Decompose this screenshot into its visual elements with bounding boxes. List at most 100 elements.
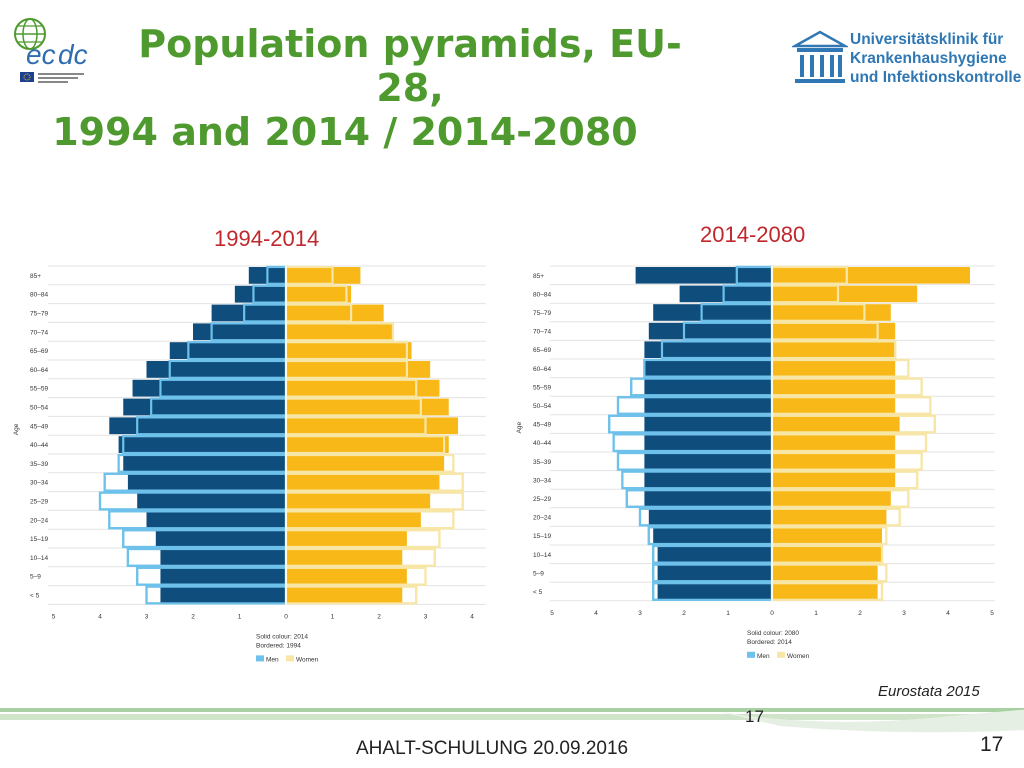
bar-women-solid bbox=[772, 285, 918, 303]
age-tick-label: 75–79 bbox=[30, 311, 48, 318]
legend-label-women: Women bbox=[296, 656, 319, 663]
bar-men-solid bbox=[146, 511, 286, 529]
bar-men-solid bbox=[644, 397, 772, 414]
age-tick-label: 25–29 bbox=[533, 496, 551, 503]
age-tick-label: 45–49 bbox=[533, 422, 551, 429]
bar-men-solid bbox=[211, 304, 286, 322]
bar-women-solid bbox=[286, 417, 459, 435]
bar-men-solid bbox=[657, 583, 772, 600]
bar-men-solid bbox=[123, 398, 286, 416]
bar-women-solid bbox=[772, 397, 896, 414]
age-tick-label: 60–64 bbox=[533, 366, 551, 373]
age-tick-label: 45–49 bbox=[30, 423, 48, 430]
footer-band bbox=[0, 708, 1024, 733]
legend-note: Bordered: 2014 bbox=[747, 639, 792, 646]
x-tick-label: 5 bbox=[990, 610, 994, 617]
bar-men-solid bbox=[146, 361, 286, 378]
bar-men-solid bbox=[657, 546, 772, 563]
legend-label-men: Men bbox=[757, 653, 770, 660]
age-tick-label: 50–54 bbox=[533, 403, 551, 410]
bar-women-solid bbox=[772, 415, 900, 433]
legend-note: Solid colour: 2080 bbox=[747, 630, 799, 637]
legend-label-men: Men bbox=[266, 656, 279, 663]
bar-women-solid bbox=[772, 322, 896, 340]
legend-swatch-men bbox=[256, 655, 264, 662]
bar-men-solid bbox=[657, 564, 772, 582]
age-tick-label: 55–59 bbox=[30, 386, 48, 393]
y-axis-label: Age bbox=[13, 423, 20, 435]
bar-men-solid bbox=[109, 417, 286, 435]
age-tick-label: 25–29 bbox=[30, 499, 48, 506]
x-tick-label: 3 bbox=[902, 610, 906, 617]
chart-subtitle-right: 2014-2080 bbox=[700, 222, 806, 247]
x-tick-label: 3 bbox=[145, 613, 149, 620]
age-tick-label: 10–14 bbox=[533, 552, 551, 559]
age-tick-label: 85+ bbox=[533, 273, 544, 280]
age-tick-label: 70–74 bbox=[30, 329, 48, 336]
bar-men-solid bbox=[160, 567, 286, 585]
age-tick-label: 50–54 bbox=[30, 405, 48, 412]
bar-men-solid bbox=[653, 527, 772, 544]
bar-women-solid bbox=[286, 398, 449, 416]
source-note: Eurostata 2015 bbox=[878, 683, 980, 700]
bar-men-solid bbox=[648, 322, 772, 340]
bar-women-solid bbox=[286, 342, 412, 359]
age-tick-label: 65–69 bbox=[533, 347, 551, 354]
x-tick-label: 2 bbox=[858, 610, 862, 617]
x-tick-label: 4 bbox=[946, 610, 950, 617]
age-tick-label: 40–44 bbox=[30, 442, 48, 449]
bar-women-solid bbox=[286, 586, 403, 604]
bar-women-solid bbox=[772, 453, 896, 470]
ecdc-logo: ec dc bbox=[8, 10, 98, 95]
bar-women-solid bbox=[286, 379, 440, 397]
bar-men-solid bbox=[234, 285, 286, 303]
bar-men-solid bbox=[127, 473, 287, 491]
age-tick-label: 30–34 bbox=[30, 480, 48, 487]
x-tick-label: 2 bbox=[191, 613, 195, 620]
bar-men-solid bbox=[193, 323, 286, 341]
bar-men-solid bbox=[679, 285, 772, 303]
university-line-3: und Infektionskontrolle bbox=[850, 69, 1022, 86]
age-tick-label: < 5 bbox=[533, 589, 543, 596]
pyramid-chart-1994-2014: < 5 5–9 10–14 15–19 20–24 25–29 30–34 35–39 40–4… bbox=[10, 262, 490, 672]
bar-women-solid bbox=[772, 546, 882, 563]
x-tick-label: 0 bbox=[284, 613, 288, 620]
age-tick-label: 15–19 bbox=[533, 533, 551, 540]
bar-men-solid bbox=[653, 304, 772, 321]
y-axis-label: Age bbox=[516, 421, 523, 433]
x-tick-label: 2 bbox=[377, 613, 381, 620]
bar-women-solid bbox=[286, 455, 445, 472]
bar-women-solid bbox=[772, 267, 970, 284]
bar-men-solid bbox=[644, 453, 772, 470]
bar-men-solid bbox=[123, 455, 286, 472]
bar-women-solid bbox=[772, 341, 896, 358]
title-line-2: 1994 and 2014 / 2014-2080 bbox=[52, 110, 638, 154]
bar-women-solid bbox=[286, 511, 421, 529]
chart-subtitle-left: 1994-2014 bbox=[214, 226, 320, 251]
bar-men-solid bbox=[155, 530, 286, 547]
bar-women-solid bbox=[286, 361, 431, 378]
age-tick-label: 35–39 bbox=[533, 459, 551, 466]
bar-men-solid bbox=[644, 490, 772, 507]
x-tick-label: 1 bbox=[726, 610, 730, 617]
svg-text:ec: ec bbox=[26, 39, 56, 70]
legend-swatch-women bbox=[777, 651, 785, 658]
bar-men-solid bbox=[118, 436, 286, 453]
footer-text: AHALT-SCHULUNG 20.09.2016 bbox=[356, 738, 629, 759]
bar-men-solid bbox=[644, 415, 772, 433]
bar-women-solid bbox=[286, 323, 393, 341]
age-tick-label: 75–79 bbox=[533, 310, 551, 317]
slide-title: Population pyramids, EU-28, 1994 and 201… bbox=[52, 22, 710, 154]
pyramid-chart-2014-2080: < 5 5–9 10–14 15–19 20–24 25–29 30–34 35–39 40–4… bbox=[515, 262, 1005, 672]
age-tick-label: 80–84 bbox=[533, 291, 551, 298]
x-tick-label: 2 bbox=[682, 610, 686, 617]
university-name: Universitätsklinik für Krankenhaushygien… bbox=[850, 30, 1021, 87]
age-tick-label: 30–34 bbox=[533, 477, 551, 484]
bar-women-solid bbox=[772, 527, 882, 544]
university-logo bbox=[790, 28, 1017, 88]
x-tick-label: 0 bbox=[770, 610, 774, 617]
bar-men-solid bbox=[644, 434, 772, 451]
x-tick-label: 4 bbox=[98, 613, 102, 620]
bar-women-solid bbox=[286, 436, 449, 453]
bar-men-solid bbox=[644, 378, 772, 396]
